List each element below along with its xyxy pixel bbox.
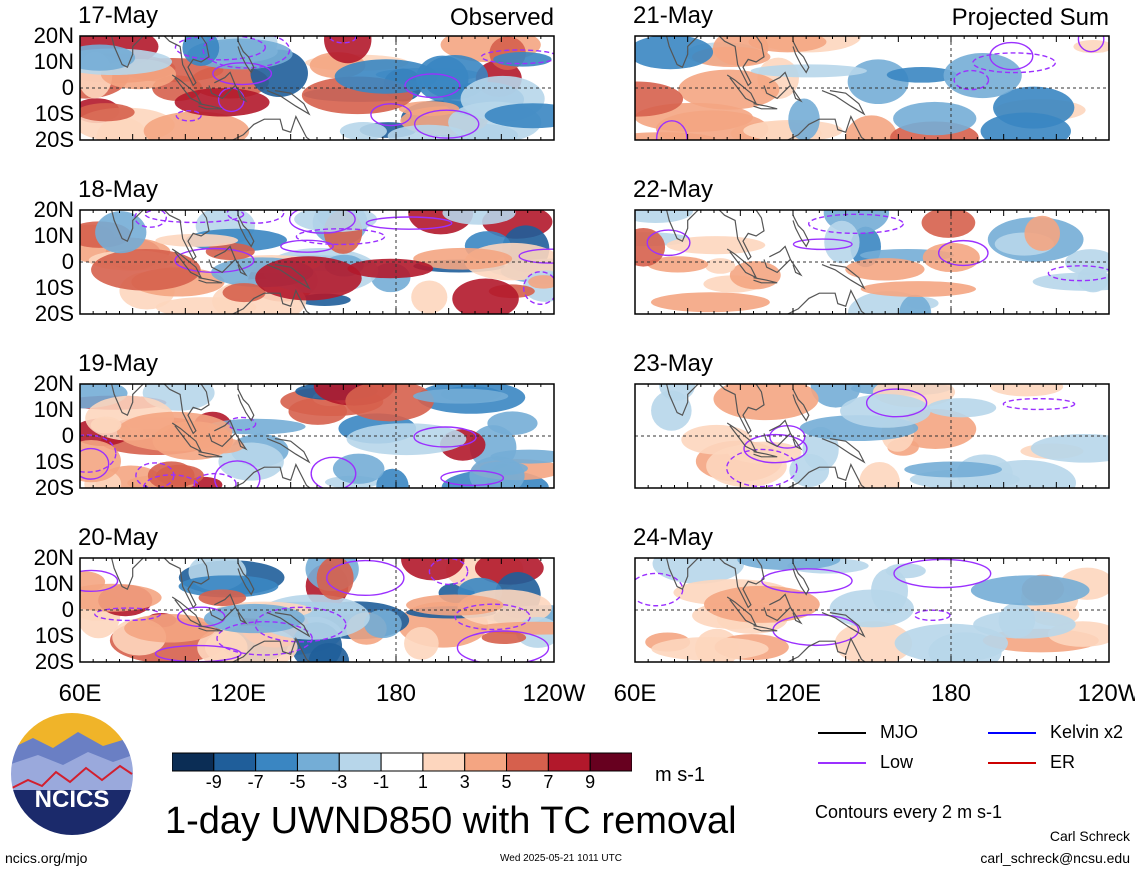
panel-date: 24-May <box>633 524 714 551</box>
y-tick-label: 0 <box>61 249 74 274</box>
panel-date: 19-May <box>78 350 159 377</box>
colorbar-swatch <box>464 752 508 772</box>
map-panel-19-May <box>79 383 555 489</box>
colorbar-swatch <box>172 752 215 772</box>
panel-date: 21-May <box>633 2 714 29</box>
y-tick-label: 20N <box>33 23 74 48</box>
contour-note: Contours every 2 m s-1 <box>815 802 1003 822</box>
timestamp: Wed 2025-05-21 1011 UTC <box>500 853 622 864</box>
colorbar-swatch <box>506 752 549 772</box>
legend-label: ER <box>1050 752 1076 772</box>
y-tick-label: 10N <box>33 49 74 74</box>
x-tick-label: 120E <box>764 680 822 707</box>
colorbar-label: 3 <box>459 772 470 792</box>
y-tick-label: 0 <box>61 423 74 448</box>
colorbar-label: -1 <box>373 772 390 792</box>
y-tick-label: 10N <box>33 223 74 248</box>
y-tick-label: 20N <box>33 545 74 570</box>
y-tick-label: 10S <box>34 449 74 474</box>
colorbar-swatch <box>255 752 298 772</box>
panel-tag: Projected Sum <box>951 4 1109 31</box>
legend-label: Kelvin x2 <box>1050 722 1124 742</box>
y-tick-label: 10S <box>34 101 74 126</box>
colorbar-swatch <box>589 752 632 772</box>
map-panel-23-May <box>634 383 1110 489</box>
colorbar-label: -3 <box>331 772 348 792</box>
y-tick-label: 20S <box>34 301 74 326</box>
panel-date: 17-May <box>78 2 159 29</box>
map-panel-20-May <box>79 557 555 663</box>
x-tick-label: 120W <box>1077 680 1135 707</box>
y-tick-label: 20N <box>33 371 74 396</box>
x-tick-label: 180 <box>375 680 417 707</box>
colorbar-label: 9 <box>585 772 596 792</box>
legend-swatch <box>988 762 1036 764</box>
colorbar-swatch <box>213 752 257 772</box>
legend-swatch <box>818 732 866 734</box>
panel-date: 22-May <box>633 176 714 203</box>
map-panel-17-May <box>79 35 555 141</box>
y-tick-label: 20S <box>34 127 74 152</box>
colorbar-label: -5 <box>289 772 306 792</box>
legend-label: Low <box>880 752 914 772</box>
chart-title: 1-day UWND850 with TC removal <box>165 800 737 842</box>
panel-date: 18-May <box>78 176 159 203</box>
colorbar-swatch <box>296 752 340 772</box>
panel-date: 23-May <box>633 350 714 377</box>
y-tick-label: 10N <box>33 397 74 422</box>
y-tick-label: 10N <box>33 571 74 596</box>
x-tick-label: 60E <box>613 680 657 707</box>
colorbar-swatch <box>547 752 591 772</box>
x-tick-label: 60E <box>58 680 102 707</box>
y-tick-label: 20S <box>34 649 74 674</box>
legend-label: MJO <box>880 722 918 742</box>
map-panel-18-May <box>79 209 555 315</box>
panel-tag: Observed <box>449 4 554 31</box>
map-panel-21-May <box>634 35 1110 141</box>
colorbar-label: -9 <box>205 772 222 792</box>
colorbar-swatch <box>338 752 382 772</box>
panel-date: 20-May <box>78 524 159 551</box>
colorbar-swatch <box>422 752 466 772</box>
y-tick-label: 10S <box>34 623 74 648</box>
y-tick-label: 0 <box>61 597 74 622</box>
y-tick-label: 0 <box>61 75 74 100</box>
colorbar-swatch <box>380 752 424 772</box>
author-name: Carl Schreck <box>1049 828 1130 844</box>
x-tick-label: 120E <box>209 680 267 707</box>
x-tick-label: 180 <box>930 680 972 707</box>
x-tick-label: 120W <box>522 680 586 707</box>
legend-swatch <box>818 762 866 764</box>
colorbar <box>172 752 632 772</box>
colorbar-label: -7 <box>247 772 264 792</box>
colorbar-label: 5 <box>501 772 512 792</box>
y-tick-label: 20S <box>34 475 74 500</box>
ncics-logo <box>9 711 135 837</box>
legend-swatch <box>988 732 1036 734</box>
y-tick-label: 20N <box>33 197 74 222</box>
y-tick-label: 10S <box>34 275 74 300</box>
author-email: carl_schreck@ncsu.edu <box>980 850 1130 866</box>
map-panel-24-May <box>634 557 1110 663</box>
colorbar-label: 7 <box>543 772 554 792</box>
colorbar-label: 1 <box>417 772 428 792</box>
logo-text: NCICS <box>34 786 110 813</box>
colorbar-units: m s-1 <box>655 764 705 786</box>
map-panel-22-May <box>634 209 1110 315</box>
footer-url[interactable]: ncics.org/mjo <box>5 850 88 866</box>
